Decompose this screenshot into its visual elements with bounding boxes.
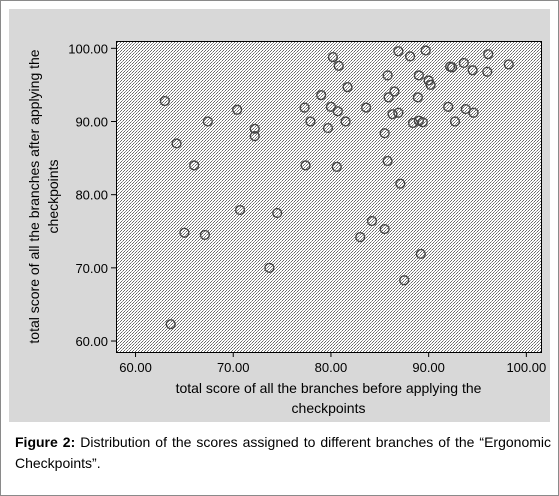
data-point	[483, 49, 494, 60]
y-axis-label: total score of all the branches after ap…	[26, 49, 42, 343]
caption-label: Figure 2:	[15, 434, 76, 450]
data-point	[449, 116, 461, 127]
data-point	[399, 275, 410, 286]
data-point	[407, 117, 419, 129]
figure-caption: Figure 2: Distribution of the scores ass…	[15, 432, 551, 474]
data-point	[340, 116, 351, 127]
data-point	[189, 160, 200, 171]
y-tick-label: 70.00	[75, 261, 108, 276]
y-tick-label: 90.00	[75, 114, 108, 129]
data-point	[393, 107, 404, 118]
data-point	[458, 57, 469, 69]
data-point	[232, 104, 243, 115]
data-point	[171, 138, 182, 149]
data-point	[417, 117, 428, 128]
data-point	[322, 122, 334, 134]
data-point	[179, 227, 190, 238]
data-point	[299, 102, 310, 113]
data-point	[482, 66, 493, 77]
data-point	[379, 223, 390, 235]
data-point	[327, 51, 338, 63]
x-axis-label: checkpoints	[292, 400, 366, 416]
data-point	[249, 131, 260, 142]
chart-panel: 60.00 70.00 80.00 90.00 100.00 60.00 70.00 80.0…	[9, 9, 550, 422]
data-point	[446, 62, 458, 73]
data-point	[159, 95, 170, 107]
data-point	[420, 45, 431, 56]
x-tick-label: 80.00	[315, 360, 348, 375]
data-point	[379, 128, 390, 139]
data-point	[361, 102, 372, 113]
data-point	[395, 178, 406, 189]
data-point	[165, 319, 176, 330]
data-point	[389, 86, 400, 97]
data-point	[234, 204, 246, 216]
scatter-chart: 60.00 70.00 80.00 90.00 100.00 60.00 70.00 80.0…	[26, 41, 546, 416]
data-point	[305, 116, 316, 127]
x-axis-label: total score of all the branches before a…	[176, 380, 482, 396]
y-tick-label: 100.00	[68, 41, 108, 56]
data-point	[272, 207, 283, 219]
y-tick-label: 80.00	[75, 188, 108, 203]
data-point	[382, 155, 393, 167]
data-point	[342, 82, 353, 93]
data-point	[412, 92, 423, 103]
x-tick-label: 100.00	[506, 360, 546, 375]
data-point	[249, 123, 260, 134]
y-tick-label: 60.00	[75, 334, 108, 349]
data-point	[382, 70, 393, 81]
data-point	[366, 215, 378, 227]
x-tick-label: 90.00	[412, 360, 445, 375]
y-axis-label: checkpoints	[45, 160, 61, 234]
data-point	[503, 59, 514, 70]
x-tick-label: 70.00	[217, 360, 250, 375]
x-tick-label: 60.00	[119, 360, 152, 375]
data-point	[404, 51, 416, 62]
data-point	[331, 161, 342, 172]
data-point	[355, 232, 366, 243]
data-point	[202, 116, 213, 127]
data-point	[413, 70, 424, 81]
data-point	[387, 109, 398, 120]
data-point	[316, 90, 327, 101]
data-point	[393, 46, 404, 57]
data-point	[333, 60, 344, 71]
data-point	[332, 106, 343, 117]
data-point	[443, 101, 454, 112]
data-point	[199, 229, 211, 241]
data-point	[383, 92, 394, 103]
caption-text: Distribution of the scores assigned to d…	[15, 434, 552, 471]
data-point	[264, 262, 275, 273]
data-point	[415, 248, 426, 260]
data-point	[467, 65, 478, 76]
data-point	[468, 107, 479, 118]
plot-area	[116, 41, 542, 353]
data-point	[425, 79, 436, 91]
data-point	[300, 160, 311, 171]
